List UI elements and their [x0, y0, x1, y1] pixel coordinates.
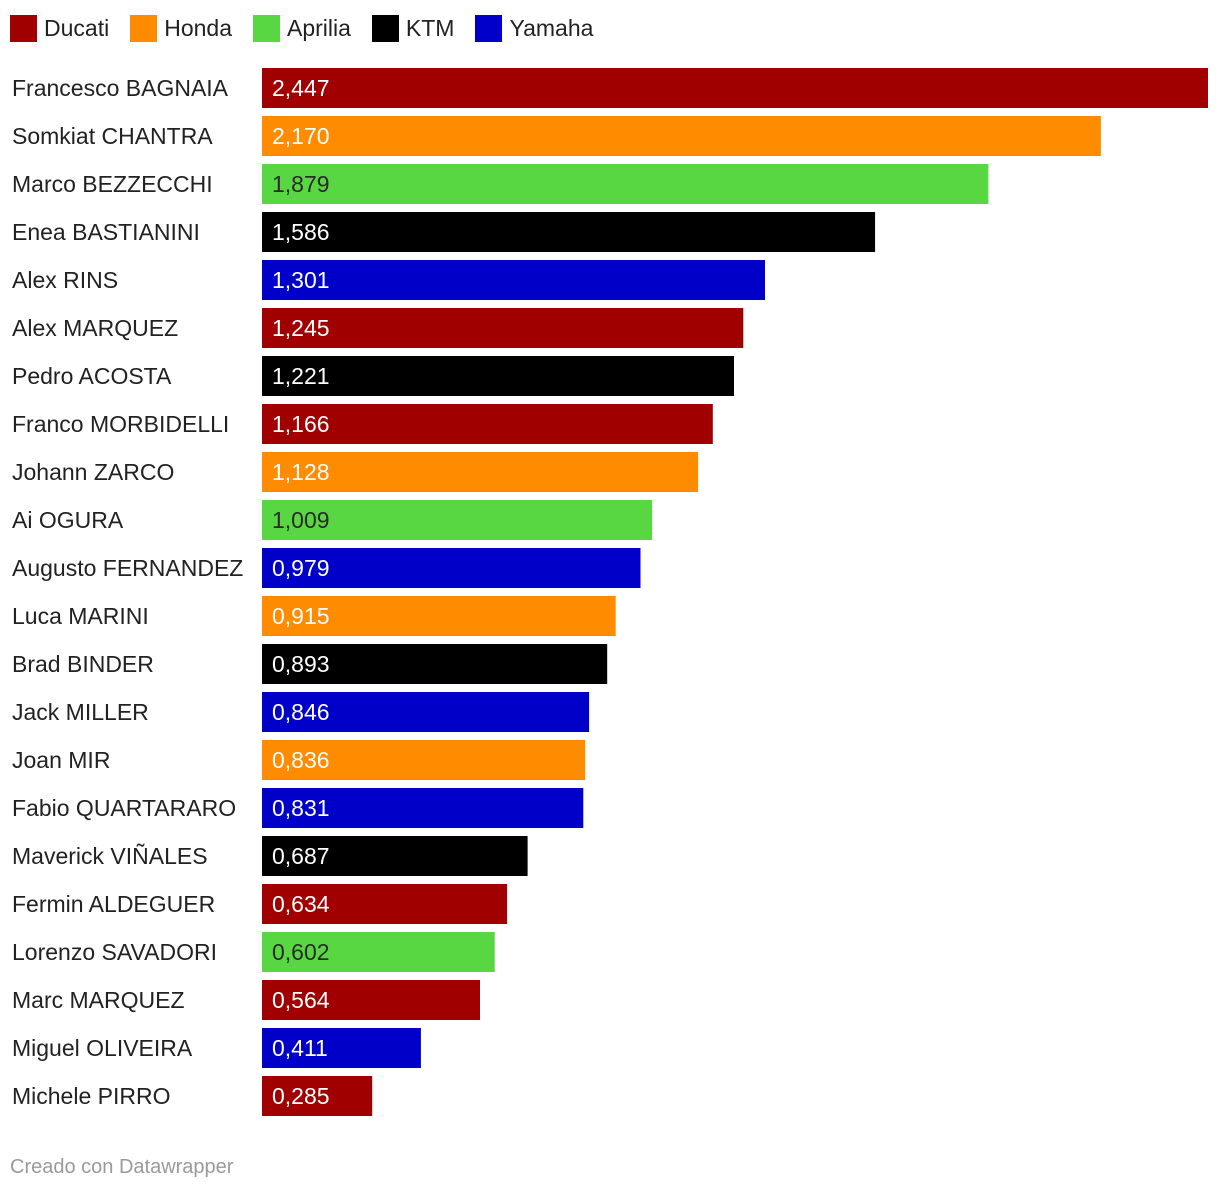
bar-value-label: 0,836	[272, 747, 330, 773]
bar-ktm	[262, 356, 734, 396]
bar-ducati	[262, 68, 1208, 108]
legend-label: Ducati	[44, 14, 110, 41]
row-label: Michele PIRRO	[12, 1083, 170, 1109]
bar-value-label: 0,634	[272, 891, 330, 917]
bar-value-label: 1,879	[272, 171, 330, 197]
row-label: Ai OGURA	[12, 507, 124, 533]
bar-value-label: 2,447	[272, 75, 330, 101]
bar-ducati	[262, 884, 508, 924]
row-label: Enea BASTIANINI	[12, 219, 200, 245]
bar-honda	[262, 740, 586, 780]
bar-yamaha	[262, 548, 641, 588]
bar-value-label: 0,846	[272, 699, 330, 725]
legend-item-honda: Honda	[130, 14, 232, 42]
bar-value-label: 1,128	[272, 459, 330, 485]
row-label: Lorenzo SAVADORI	[12, 939, 217, 965]
legend-item-aprilia: Aprilia	[252, 14, 351, 42]
bar-ktm	[262, 212, 876, 252]
bar-honda	[262, 452, 699, 492]
row-label: Marc MARQUEZ	[12, 987, 185, 1013]
legend-item-ktm: KTM	[371, 14, 455, 42]
legend-item-yamaha: Yamaha	[475, 14, 594, 42]
row-label: Miguel OLIVEIRA	[12, 1035, 193, 1061]
row-label: Alex MARQUEZ	[12, 315, 178, 341]
row-label: Fermin ALDEGUER	[12, 891, 215, 917]
bar-value-label: 0,831	[272, 795, 330, 821]
legend-label: KTM	[405, 14, 455, 41]
bar-value-label: 0,602	[272, 939, 330, 965]
bar-value-label: 0,687	[272, 843, 330, 869]
row-label: Brad BINDER	[12, 651, 154, 677]
bar-aprilia	[262, 932, 495, 972]
bar-ducati	[262, 308, 744, 348]
legend-label: Yamaha	[509, 14, 594, 41]
bar-honda	[262, 116, 1101, 156]
legend-swatch	[10, 14, 37, 42]
bar-yamaha	[262, 1028, 421, 1068]
row-label: Somkiat CHANTRA	[12, 123, 213, 149]
row-label: Luca MARINI	[12, 603, 149, 629]
row-label: Joan MIR	[12, 747, 110, 773]
bar-ducati	[262, 980, 480, 1020]
row-label: Marco BEZZECCHI	[12, 171, 213, 197]
bar-aprilia	[262, 500, 653, 540]
bar-value-label: 0,411	[272, 1035, 328, 1061]
legend-label: Honda	[164, 14, 232, 41]
row-label: Alex RINS	[12, 267, 118, 293]
legend-swatch	[371, 14, 399, 42]
bar-yamaha	[262, 260, 765, 300]
legend-swatch	[475, 14, 503, 42]
row-label: Pedro ACOSTA	[12, 363, 172, 389]
bar-value-label: 1,301	[272, 267, 330, 293]
credit-text: Creado con Datawrapper	[10, 1156, 234, 1178]
row-label: Johann ZARCO	[12, 459, 174, 485]
bar-value-label: 0,564	[272, 987, 330, 1013]
bar-value-label: 1,586	[272, 219, 330, 245]
row-label: Augusto FERNANDEZ	[12, 555, 243, 581]
bar-value-label: 1,245	[272, 315, 330, 341]
bar-value-label: 1,221	[272, 363, 330, 389]
chart-legend: Ducati Honda Aprilia KTM Yamaha	[10, 12, 614, 44]
bar-value-label: 0,285	[272, 1083, 330, 1109]
bar-yamaha	[262, 788, 584, 828]
bar-value-label: 0,915	[272, 603, 330, 629]
bar-ducati	[262, 1076, 373, 1116]
row-label: Maverick VIÑALES	[12, 843, 208, 869]
bar-ktm	[262, 644, 608, 684]
bar-value-label: 0,893	[272, 651, 330, 677]
legend-label: Aprilia	[286, 14, 351, 41]
bar-ducati	[262, 404, 713, 444]
legend-item-ducati: Ducati	[10, 14, 110, 42]
bar-ktm	[262, 836, 528, 876]
legend-swatch	[130, 14, 158, 42]
bar-yamaha	[262, 692, 590, 732]
bar-value-label: 0,979	[272, 555, 330, 581]
bar-value-label: 1,009	[272, 507, 330, 533]
bar-honda	[262, 596, 616, 636]
row-label: Jack MILLER	[12, 699, 149, 725]
row-label: Franco MORBIDELLI	[12, 411, 229, 437]
row-label: Fabio QUARTARARO	[12, 795, 236, 821]
legend-swatch	[252, 14, 280, 42]
bar-aprilia	[262, 164, 989, 204]
bar-value-label: 1,166	[272, 411, 330, 437]
row-label: Francesco BAGNAIA	[12, 75, 229, 101]
bar-value-label: 2,170	[272, 123, 330, 149]
